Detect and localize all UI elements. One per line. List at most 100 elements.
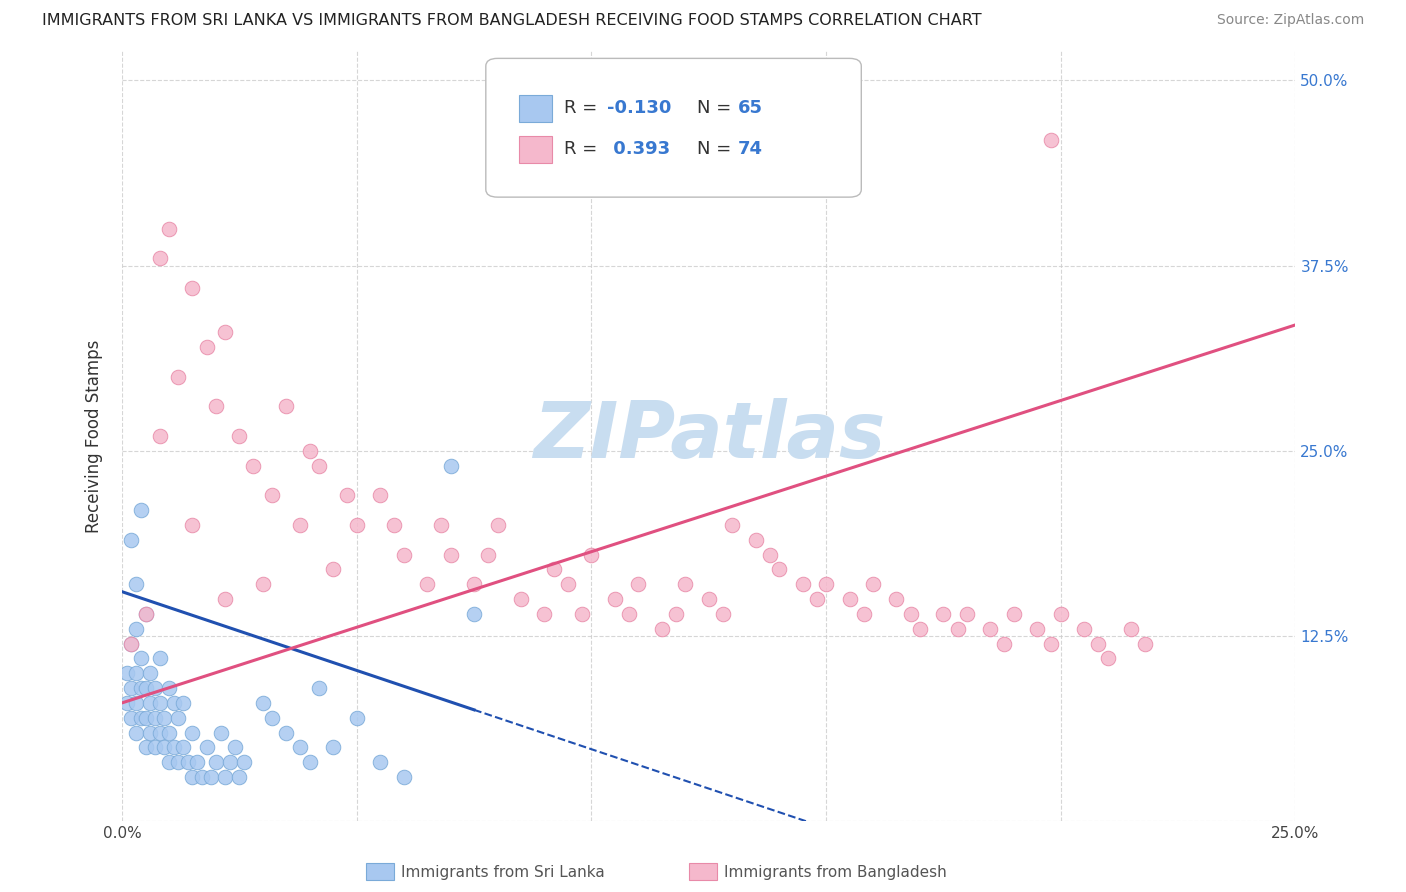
Text: Immigrants from Bangladesh: Immigrants from Bangladesh: [724, 865, 946, 880]
Point: [214, 326, 236, 340]
Point: [242, 458, 264, 473]
Point: [368, 488, 391, 502]
Point: [172, 696, 194, 710]
Point: [167, 369, 190, 384]
Point: [617, 607, 640, 621]
Text: N =: N =: [697, 140, 737, 159]
Point: [439, 548, 461, 562]
Text: N =: N =: [697, 100, 737, 118]
Point: [571, 607, 593, 621]
Point: [979, 622, 1001, 636]
Point: [129, 651, 152, 665]
Point: [852, 607, 875, 621]
Point: [120, 711, 142, 725]
Point: [543, 562, 565, 576]
Point: [392, 770, 415, 784]
Text: R =: R =: [564, 140, 603, 159]
Point: [252, 577, 274, 591]
Point: [290, 740, 312, 755]
Point: [768, 562, 790, 576]
Point: [153, 711, 176, 725]
Point: [195, 740, 218, 755]
Point: [510, 592, 533, 607]
Point: [322, 740, 344, 755]
Point: [149, 725, 172, 739]
Point: [1121, 622, 1143, 636]
Point: [153, 740, 176, 755]
Point: [533, 607, 555, 621]
Point: [673, 577, 696, 591]
Point: [186, 755, 208, 769]
Point: [139, 725, 162, 739]
Point: [200, 770, 222, 784]
Point: [477, 548, 499, 562]
Point: [181, 281, 204, 295]
Point: [1040, 133, 1063, 147]
Point: [1097, 651, 1119, 665]
Point: [139, 696, 162, 710]
Point: [228, 770, 250, 784]
Point: [838, 592, 860, 607]
Point: [262, 488, 284, 502]
Point: [149, 429, 172, 443]
Point: [792, 577, 814, 591]
Point: [308, 458, 330, 473]
Point: [177, 755, 200, 769]
Text: 0.393: 0.393: [606, 140, 669, 159]
Point: [932, 607, 955, 621]
Point: [120, 533, 142, 547]
Point: [233, 755, 256, 769]
Text: ZIPatlas: ZIPatlas: [533, 398, 884, 474]
Point: [172, 740, 194, 755]
Text: IMMIGRANTS FROM SRI LANKA VS IMMIGRANTS FROM BANGLADESH RECEIVING FOOD STAMPS CO: IMMIGRANTS FROM SRI LANKA VS IMMIGRANTS …: [42, 13, 981, 29]
Point: [900, 607, 922, 621]
Point: [125, 577, 148, 591]
Bar: [519, 95, 551, 122]
Point: [125, 666, 148, 681]
Point: [139, 666, 162, 681]
Point: [908, 622, 931, 636]
Point: [134, 740, 156, 755]
Point: [205, 400, 228, 414]
Point: [368, 755, 391, 769]
Point: [862, 577, 884, 591]
Point: [439, 458, 461, 473]
Point: [744, 533, 766, 547]
Point: [463, 577, 485, 591]
Point: [120, 637, 142, 651]
Text: -0.130: -0.130: [606, 100, 671, 118]
Point: [252, 696, 274, 710]
Point: [219, 755, 242, 769]
Point: [143, 711, 166, 725]
Point: [815, 577, 838, 591]
Point: [115, 696, 138, 710]
Point: [134, 607, 156, 621]
Text: Source: ZipAtlas.com: Source: ZipAtlas.com: [1216, 13, 1364, 28]
Point: [167, 755, 190, 769]
Point: [157, 221, 180, 235]
Point: [143, 681, 166, 695]
Point: [163, 696, 186, 710]
Point: [149, 651, 172, 665]
Point: [157, 725, 180, 739]
Point: [721, 518, 744, 533]
Point: [416, 577, 439, 591]
Point: [134, 711, 156, 725]
Point: [581, 548, 603, 562]
Point: [134, 681, 156, 695]
Text: 65: 65: [738, 100, 763, 118]
FancyBboxPatch shape: [486, 58, 862, 197]
Point: [276, 400, 298, 414]
Point: [557, 577, 579, 591]
Point: [149, 251, 172, 265]
Point: [129, 503, 152, 517]
Point: [1002, 607, 1025, 621]
Point: [205, 755, 228, 769]
Point: [298, 443, 321, 458]
Point: [125, 696, 148, 710]
Point: [1073, 622, 1095, 636]
Point: [120, 681, 142, 695]
Point: [346, 518, 368, 533]
Point: [486, 518, 509, 533]
Point: [276, 725, 298, 739]
